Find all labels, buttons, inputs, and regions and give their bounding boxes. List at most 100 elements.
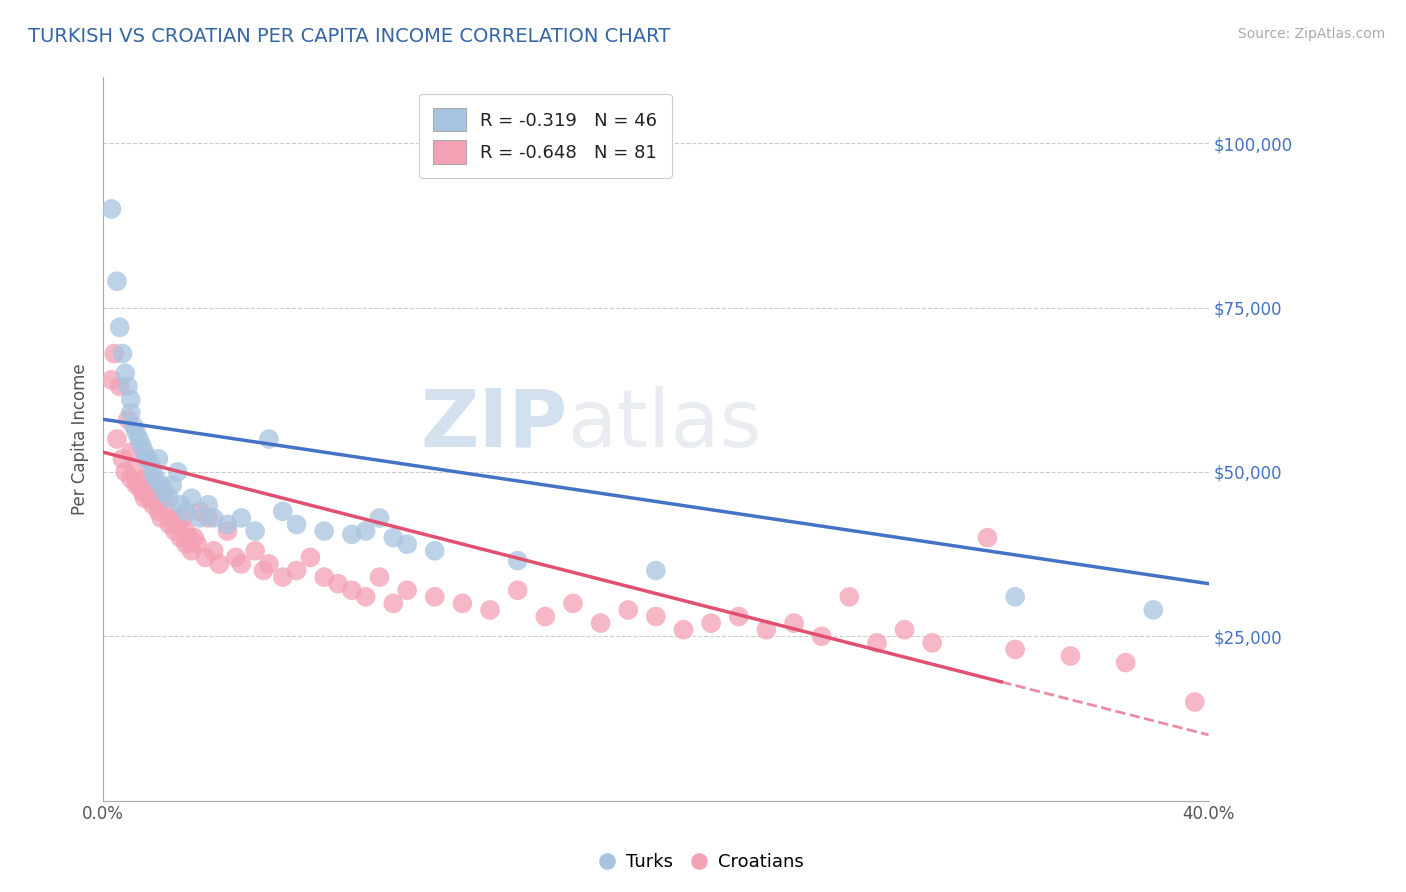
Point <box>180 491 202 506</box>
Point <box>134 491 156 506</box>
Point <box>285 564 308 578</box>
Point <box>169 498 191 512</box>
Point <box>142 498 165 512</box>
Point <box>617 603 640 617</box>
Point <box>180 543 202 558</box>
Point <box>644 609 666 624</box>
Legend: R = -0.319   N = 46, R = -0.648   N = 81: R = -0.319 N = 46, R = -0.648 N = 81 <box>419 94 672 178</box>
Point <box>225 550 247 565</box>
Point <box>340 583 363 598</box>
Point <box>783 616 806 631</box>
Point <box>589 616 612 631</box>
Point <box>145 484 167 499</box>
Point <box>368 511 391 525</box>
Point <box>172 511 194 525</box>
Point <box>136 451 159 466</box>
Point <box>159 517 181 532</box>
Point <box>174 537 197 551</box>
Point <box>174 524 197 538</box>
Point <box>271 570 294 584</box>
Point <box>150 511 173 525</box>
Point <box>562 596 585 610</box>
Point <box>122 418 145 433</box>
Point <box>111 451 134 466</box>
Point <box>122 465 145 479</box>
Point <box>838 590 860 604</box>
Point <box>131 439 153 453</box>
Point <box>188 504 211 518</box>
Point <box>243 543 266 558</box>
Point <box>100 202 122 216</box>
Point <box>1115 656 1137 670</box>
Point <box>314 570 336 584</box>
Point <box>120 406 142 420</box>
Point <box>100 373 122 387</box>
Point <box>479 603 502 617</box>
Point <box>217 517 239 532</box>
Point <box>354 524 377 538</box>
Point <box>314 524 336 538</box>
Point <box>114 465 136 479</box>
Point <box>105 432 128 446</box>
Point <box>108 379 131 393</box>
Point <box>150 478 173 492</box>
Point <box>506 554 529 568</box>
Point <box>208 557 231 571</box>
Point <box>451 596 474 610</box>
Text: Source: ZipAtlas.com: Source: ZipAtlas.com <box>1237 27 1385 41</box>
Point <box>139 491 162 506</box>
Point <box>105 274 128 288</box>
Point <box>128 432 150 446</box>
Point <box>186 537 208 551</box>
Point <box>382 531 405 545</box>
Point <box>108 320 131 334</box>
Point <box>136 451 159 466</box>
Point <box>217 524 239 538</box>
Point <box>166 465 188 479</box>
Point <box>194 550 217 565</box>
Point <box>197 498 219 512</box>
Point <box>197 511 219 525</box>
Point <box>128 478 150 492</box>
Point <box>1059 648 1081 663</box>
Point <box>117 412 139 426</box>
Point <box>145 471 167 485</box>
Point <box>396 583 419 598</box>
Point <box>1184 695 1206 709</box>
Point <box>120 445 142 459</box>
Point <box>163 524 186 538</box>
Point <box>534 609 557 624</box>
Text: ZIP: ZIP <box>420 385 568 464</box>
Point <box>755 623 778 637</box>
Point <box>139 455 162 469</box>
Point <box>111 346 134 360</box>
Point <box>700 616 723 631</box>
Point <box>340 527 363 541</box>
Point <box>727 609 749 624</box>
Point <box>177 531 200 545</box>
Point <box>125 425 148 440</box>
Point <box>257 432 280 446</box>
Point <box>120 471 142 485</box>
Point <box>423 590 446 604</box>
Point <box>976 531 998 545</box>
Legend: Turks, Croatians: Turks, Croatians <box>595 847 811 879</box>
Point <box>299 550 322 565</box>
Point <box>368 570 391 584</box>
Point <box>114 366 136 380</box>
Point <box>136 478 159 492</box>
Point <box>810 629 832 643</box>
Point <box>893 623 915 637</box>
Point <box>243 524 266 538</box>
Point <box>1004 642 1026 657</box>
Point <box>174 504 197 518</box>
Point <box>153 491 176 506</box>
Point <box>506 583 529 598</box>
Point <box>257 557 280 571</box>
Y-axis label: Per Capita Income: Per Capita Income <box>72 363 89 515</box>
Point <box>142 465 165 479</box>
Point <box>252 564 274 578</box>
Point <box>160 478 183 492</box>
Point <box>134 471 156 485</box>
Point <box>866 636 889 650</box>
